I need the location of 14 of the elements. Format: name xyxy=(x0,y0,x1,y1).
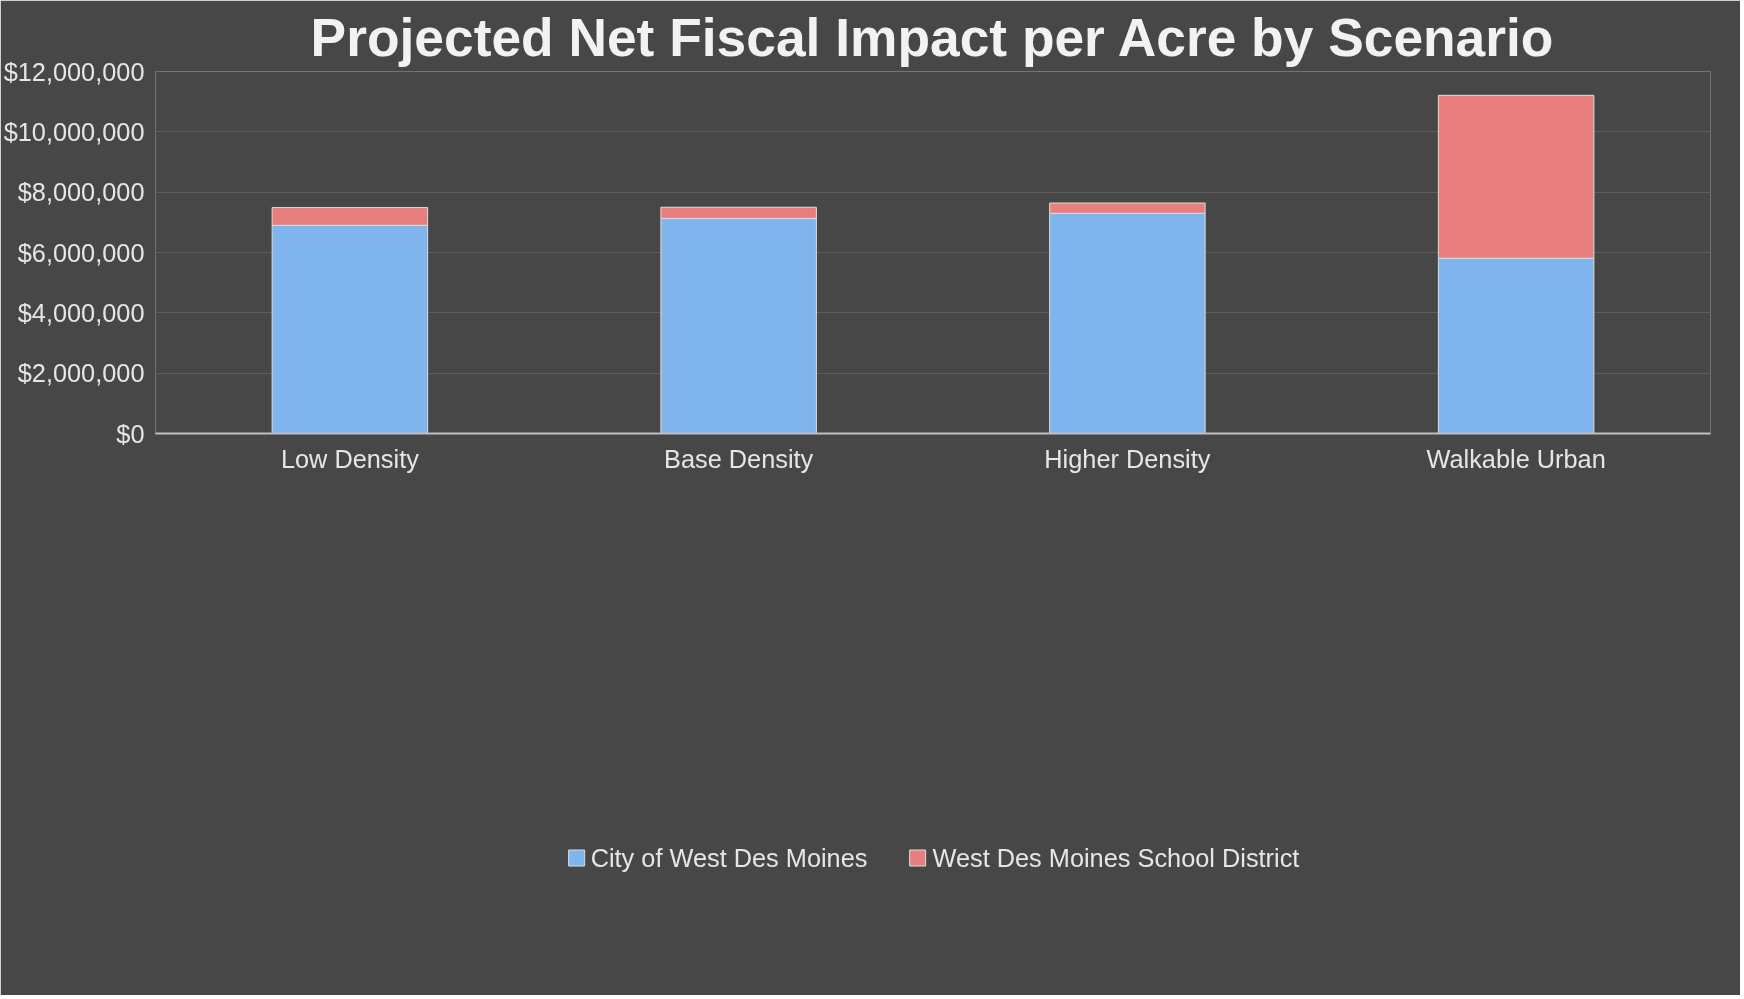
x-tick-label: Base Density xyxy=(664,444,814,473)
x-tick-label: Low Density xyxy=(280,444,420,473)
y-tick-label: $4,000,000 xyxy=(17,298,145,327)
y-tick-label: $6,000,000 xyxy=(17,238,145,267)
chart-title: Projected Net Fiscal Impact per Acre by Scenario xyxy=(310,7,1554,67)
x-tick-label: Walkable Urban xyxy=(1426,444,1606,473)
legend-label: West Des Moines School District xyxy=(932,843,1300,873)
y-tick-label: $0 xyxy=(116,419,145,448)
y-tick-label: $12,000,000 xyxy=(3,57,145,86)
x-tick-label: Higher Density xyxy=(1044,444,1211,473)
y-tick-label: $8,000,000 xyxy=(17,178,145,207)
y-tick-label: $10,000,000 xyxy=(3,117,145,146)
y-tick-label: $2,000,000 xyxy=(17,359,145,388)
legend-label: City of West Des Moines xyxy=(590,843,868,873)
